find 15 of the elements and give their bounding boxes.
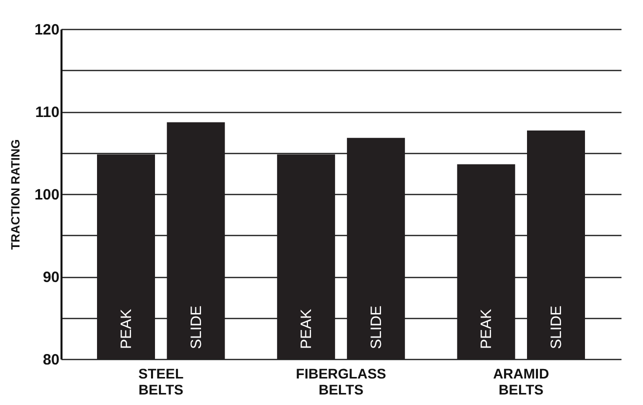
y-tick-label: 80 — [42, 352, 60, 368]
x-tick-label: FIBERGLASS BELTS — [296, 366, 386, 398]
series-label: SLIDE — [188, 306, 205, 349]
x-tick-label: ARAMID BELTS — [493, 366, 550, 398]
y-tick-label: 120 — [34, 22, 60, 38]
series-label: PEAK — [118, 308, 136, 349]
text: PEAK — [298, 308, 316, 349]
x-tick-label: STEEL BELTS — [138, 366, 184, 398]
text: PEAK — [478, 308, 496, 349]
y-tick-label: 110 — [35, 104, 60, 121]
text: SLIDE — [548, 306, 565, 349]
y-tick-label: 90 — [42, 269, 60, 286]
y-axis-title: TRACTION RATING — [8, 139, 22, 250]
y-tick-label: 100 — [34, 186, 60, 204]
text: SLIDE — [368, 306, 385, 349]
